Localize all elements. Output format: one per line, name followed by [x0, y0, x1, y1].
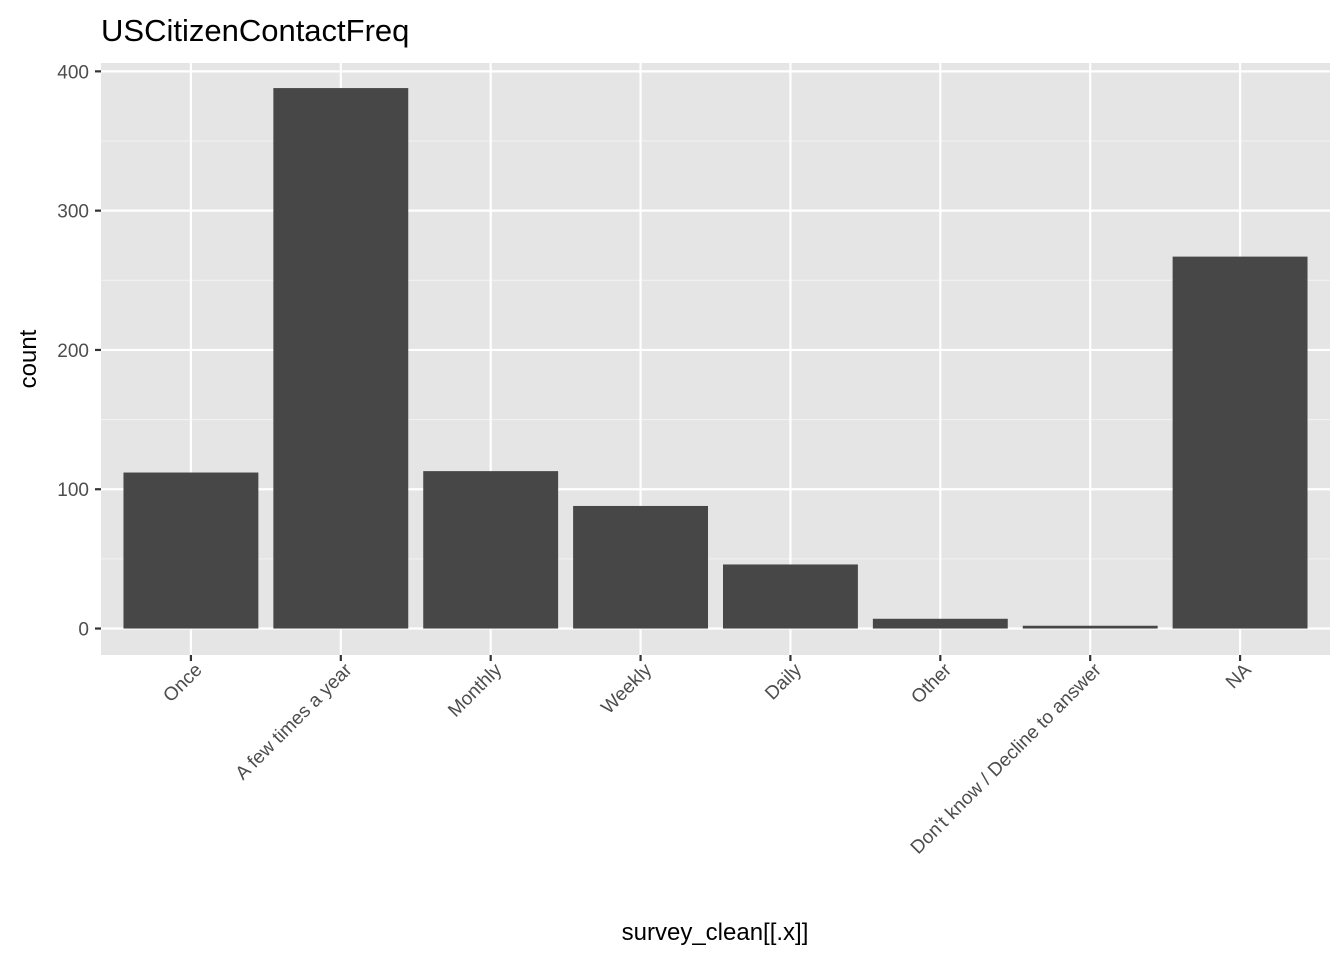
y-axis: 0 100 200 300 400	[57, 62, 101, 641]
x-axis: Once A few times a year Monthly Weekly Daily…	[159, 655, 1256, 859]
x-tick-label: Other	[907, 659, 956, 708]
x-tick-label: Monthly	[444, 659, 506, 721]
y-tick-label: 0	[78, 620, 89, 641]
y-tick-label: 200	[57, 341, 89, 362]
bar	[273, 88, 409, 629]
y-tick-label: 300	[57, 202, 89, 223]
bar	[573, 505, 709, 629]
bars	[123, 88, 1308, 629]
x-tick-label: A few times a year	[232, 659, 357, 784]
bar	[872, 618, 1008, 629]
y-tick-label: 400	[57, 62, 89, 83]
bar	[722, 564, 858, 629]
x-tick-label: Daily	[761, 659, 806, 704]
bar	[1022, 625, 1158, 629]
y-tick-label: 100	[57, 480, 89, 501]
bar	[1172, 256, 1308, 629]
x-tick-label: Once	[159, 660, 206, 707]
x-axis-title: survey_clean[[.x]]	[622, 919, 809, 946]
bar	[423, 471, 559, 629]
y-axis-title: count	[15, 329, 42, 388]
x-tick-label: NA	[1222, 659, 1256, 693]
chart-title: USCitizenContactFreq	[101, 13, 409, 48]
bar	[123, 472, 259, 629]
x-tick-label: Weekly	[597, 659, 656, 718]
